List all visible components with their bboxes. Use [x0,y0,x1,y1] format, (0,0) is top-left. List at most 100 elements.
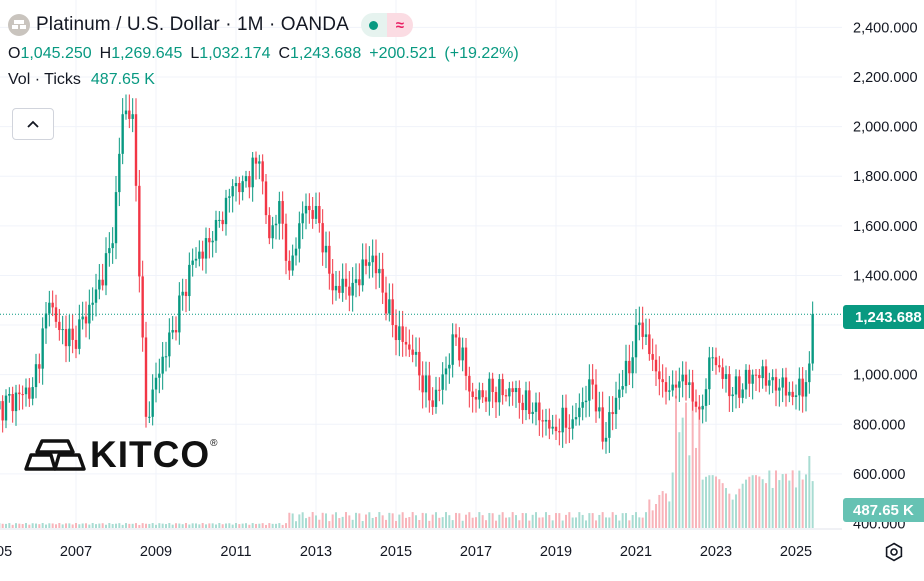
volume-bar [528,521,530,528]
volume-bar [772,488,774,528]
candle-body [585,401,587,402]
candle-body [175,330,177,332]
volume-bar [572,517,574,528]
candle-body [185,292,187,296]
candle-body [341,279,343,293]
volume-bar [485,520,487,528]
wave-button[interactable]: ≈ [387,13,413,37]
volume-bar [778,480,780,528]
candle-body [558,431,560,432]
volume-bar [465,515,467,528]
volume-bar [662,491,664,528]
candle-body [575,417,577,419]
candle-body [115,192,117,243]
candle-body [648,334,650,354]
volume-bar [512,512,514,528]
candle-body [138,186,140,277]
candle-body [468,376,470,392]
candle-body [195,259,197,261]
volume-bar [292,513,294,528]
volume-bar [618,521,620,528]
candle-body [388,299,390,313]
candle-body [545,420,547,422]
volume-bar [578,512,580,528]
candle-body [581,402,583,408]
volume-bar [608,518,610,528]
candle-body [535,403,537,412]
symbol-title[interactable]: Platinum / U.S. Dollar · 1M · OANDA [36,14,349,36]
volume-bar [15,523,17,528]
volume-bar [85,523,87,528]
low-label: L [190,45,199,63]
volume-bar [495,521,497,528]
candle-body [208,238,210,242]
candle-body [461,348,463,361]
volume-bar [532,515,534,528]
candle-body [481,390,483,397]
candle-body [601,407,603,441]
volume-bar [82,523,84,528]
chevron-up-icon [26,119,40,129]
volume-bar [318,520,320,528]
volume-bar [768,470,770,528]
candle-body [625,361,627,386]
volume-bar [315,515,317,528]
volume-bar [378,512,380,528]
open-value: 1,045.250 [20,45,91,63]
volume-bar [122,525,124,528]
open-label: O [8,45,20,63]
volume-bar [718,479,720,528]
y-tick-label: 1,600.000 [853,219,918,235]
volume-bar [145,524,147,528]
x-tick-label: 2015 [380,544,412,560]
volume-bar [142,523,144,528]
candle-body [1,401,3,420]
volume-bar [585,520,587,528]
candle-body [725,374,727,379]
market-status-button[interactable] [361,13,387,37]
candle-body [785,377,787,395]
candle-body [291,256,293,271]
volume-bar [708,475,710,528]
volume-bar [682,418,684,528]
volume-bar [632,515,634,528]
candle-body [331,274,333,291]
candle-body [61,329,63,330]
volume-bar [668,501,670,528]
volume-label[interactable]: Vol · Ticks [8,71,81,89]
candle-body [85,317,87,324]
volume-bar [452,520,454,528]
candle-body [488,379,490,402]
candle-body [275,224,277,226]
chart-settings-button[interactable] [882,540,906,564]
candle-body [761,366,763,378]
volume-bar [108,523,110,528]
volume-bar [755,475,757,528]
time-axis: 2005200720092011201320152017201920212023… [0,529,842,560]
candle-body [395,325,397,340]
volume-bar [702,480,704,528]
volume-bar [625,513,627,528]
volume-bar [435,512,437,528]
volume-bar [752,475,754,528]
volume-bar [8,523,10,528]
candle-body [15,393,17,412]
candle-body [471,391,473,397]
collapse-legend-button[interactable] [12,108,54,140]
volume-bar [475,517,477,528]
candle-body [628,361,630,373]
volume-bar [358,513,360,528]
volume-bar [568,512,570,528]
volume-bar [248,525,250,528]
volume-bar [442,517,444,528]
candle-body [241,181,243,192]
volume-bar [558,513,560,528]
candle-body [751,375,753,384]
volume-bar [48,523,50,528]
volume-bar [758,476,760,528]
candle-body [645,334,647,337]
candle-body [555,427,557,431]
candle-body [95,289,97,302]
candle-body [561,408,563,433]
volume-tag: 487.65 K [843,498,924,522]
